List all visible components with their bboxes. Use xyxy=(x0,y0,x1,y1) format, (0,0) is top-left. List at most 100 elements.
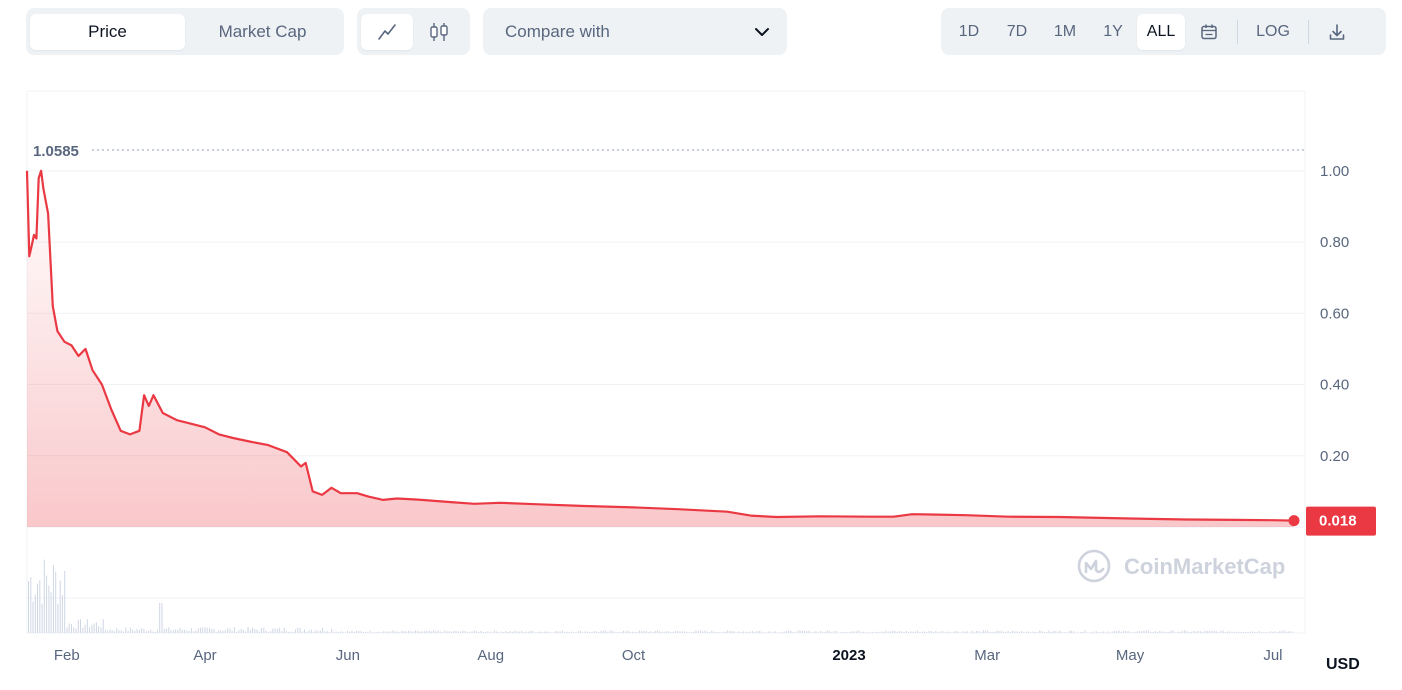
volume-bar xyxy=(1009,632,1011,633)
volume-bar xyxy=(781,631,783,633)
volume-bar xyxy=(152,631,154,633)
volume-bar xyxy=(360,631,362,633)
volume-bar xyxy=(281,630,283,633)
volume-bar xyxy=(1181,630,1183,633)
volume-bar xyxy=(684,631,686,633)
volume-bar xyxy=(394,631,396,633)
volume-bar xyxy=(718,632,720,633)
volume-bar xyxy=(964,631,966,633)
volume-bar xyxy=(218,630,220,633)
tab-price[interactable]: Price xyxy=(30,13,185,50)
x-axis: Feb Apr Jun Aug Oct 2023 Mar May Jul xyxy=(54,647,1283,664)
volume-bar xyxy=(32,601,34,633)
volume-bar xyxy=(754,632,756,633)
volume-bar xyxy=(435,631,437,633)
volume-bar xyxy=(1089,632,1091,633)
range-all[interactable]: ALL xyxy=(1137,13,1185,50)
volume-bar xyxy=(426,630,428,633)
volume-bar xyxy=(66,627,68,633)
volume-bar xyxy=(353,631,355,633)
volume-bar xyxy=(939,631,941,633)
volume-bar xyxy=(86,619,88,633)
volume-bar xyxy=(1175,632,1177,633)
date-range-button[interactable] xyxy=(1185,14,1233,50)
range-7d[interactable]: 7D xyxy=(1006,22,1028,40)
volume-bar xyxy=(215,631,217,633)
volume-bar xyxy=(627,630,629,633)
compare-with-dropdown[interactable]: Compare with xyxy=(483,8,787,55)
download-button[interactable] xyxy=(1313,14,1361,50)
volume-bar xyxy=(548,631,550,633)
price-line xyxy=(25,169,1295,522)
candlestick-button[interactable] xyxy=(413,14,465,50)
volume-bar xyxy=(322,628,324,633)
volume-bar xyxy=(283,627,285,633)
volume-bar xyxy=(134,630,136,633)
volume-bar xyxy=(102,619,104,633)
volume-bar xyxy=(586,631,588,633)
volume-bar xyxy=(310,629,312,633)
volume-bar xyxy=(614,631,615,633)
volume-bar xyxy=(245,631,247,633)
volume-bar xyxy=(374,632,376,633)
volume-bar xyxy=(236,632,238,633)
volume-bar xyxy=(1213,631,1215,633)
volume-bar xyxy=(1109,632,1111,633)
volume-bar xyxy=(1258,631,1260,633)
volume-bar xyxy=(186,630,188,633)
x-tick-label: Apr xyxy=(193,647,216,664)
volume-bar xyxy=(1152,632,1154,633)
volume-bar xyxy=(903,631,905,633)
volume-bar xyxy=(779,632,781,633)
volume-bar xyxy=(184,629,186,633)
volume-bar xyxy=(1286,631,1287,633)
volume-bar xyxy=(1209,630,1210,633)
range-1m[interactable]: 1M xyxy=(1053,22,1077,40)
log-scale-button[interactable]: LOG xyxy=(1256,22,1290,40)
volume-bar xyxy=(1170,630,1172,633)
volume-bar xyxy=(73,627,75,633)
volume-bar xyxy=(1206,630,1208,633)
volume-bar xyxy=(530,630,532,633)
volume-bar xyxy=(758,631,760,633)
volume-bar xyxy=(1012,630,1014,633)
volume-bar xyxy=(1283,630,1285,633)
volume-bar xyxy=(163,628,165,633)
volume-bar xyxy=(562,630,563,633)
current-price-dot xyxy=(1288,515,1300,527)
range-1y[interactable]: 1Y xyxy=(1103,22,1123,40)
volume-bar xyxy=(46,575,48,633)
volume-bar xyxy=(1292,632,1294,633)
volume-bar xyxy=(1243,632,1244,633)
volume-bar xyxy=(550,632,552,633)
tab-market-cap[interactable]: Market Cap xyxy=(218,21,307,41)
volume-bar xyxy=(145,631,147,633)
x-tick-label: May xyxy=(1116,647,1145,664)
volume-bar xyxy=(1254,631,1256,633)
volume-bar xyxy=(193,631,195,633)
line-chart-button[interactable] xyxy=(361,13,413,50)
range-1d[interactable]: 1D xyxy=(958,22,980,40)
volume-bar xyxy=(770,631,772,633)
volume-bar xyxy=(1274,631,1276,633)
volume-bar xyxy=(616,632,618,633)
volume-bar xyxy=(1039,630,1041,633)
volume-bar xyxy=(114,631,115,633)
volume-bar xyxy=(706,631,708,633)
volume-bar xyxy=(1147,630,1149,633)
volume-bar xyxy=(503,632,505,633)
volume-bar xyxy=(731,631,733,633)
volume-bar xyxy=(95,622,97,633)
volume-bar xyxy=(347,630,348,633)
volume-bar xyxy=(688,632,690,633)
volume-bar xyxy=(1263,632,1265,633)
volume-bar xyxy=(482,632,484,633)
volume-bar xyxy=(623,630,624,633)
volume-bar xyxy=(190,628,192,633)
volume-bar xyxy=(849,631,851,633)
volume-bar xyxy=(930,631,932,633)
volume-bar xyxy=(727,630,729,633)
volume-bar xyxy=(1021,631,1023,633)
volume-bar xyxy=(52,565,54,633)
volume-bar xyxy=(369,630,371,633)
